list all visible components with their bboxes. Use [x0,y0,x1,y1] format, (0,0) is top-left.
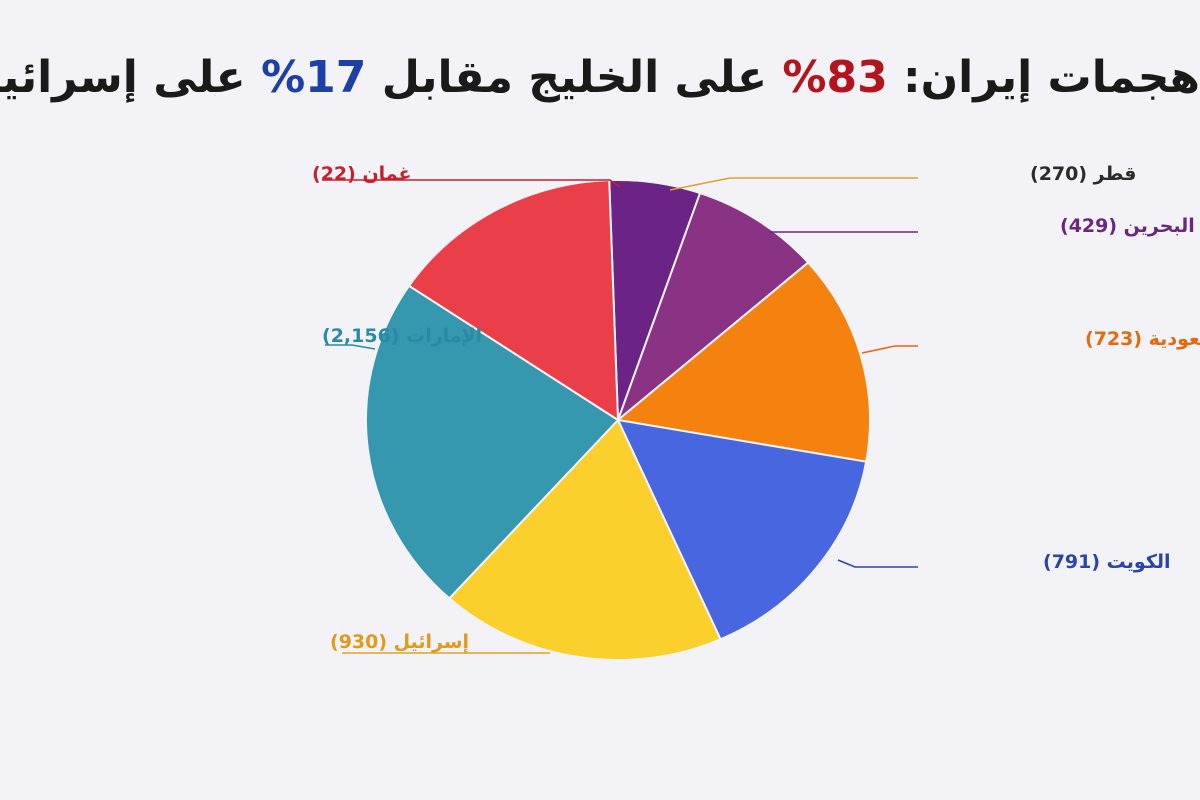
slice-label-2: البحرين (429) [1060,215,1195,237]
leader-line-3 [861,345,918,354]
pie-slice-3 [615,261,871,463]
title-part1: هجمات إيران: [887,52,1200,103]
leader-line-7 [322,179,621,188]
slice-label-5: إسرائيل (930) [330,631,469,653]
slice-label-1: قطر (270) [1030,163,1136,185]
slice-label-4: الكويت (791) [1043,551,1171,573]
pie-slice-5 [447,418,722,661]
leader-line-4 [837,559,918,568]
title-part2: على الخليج مقابل [366,52,783,103]
chart-title: هجمات إيران: 83% على الخليج مقابل 17% عل… [0,52,1200,103]
title-highlight-gulf-percent: 83% [782,52,888,103]
title-part3: على إسرائيل [0,52,246,103]
slice-label-6: الإمارات (2,156) [322,325,482,347]
pie-slice-7 [407,179,620,422]
title-highlight-israel-percent: 17% [261,52,367,103]
pie-slice-2 [615,191,810,424]
pie-slice-6 [365,284,620,600]
leader-line-6 [325,344,376,350]
slice-label-7: غمان (22) [312,163,412,185]
leader-line-1 [669,177,918,191]
slice-label-3: السعودية (723) [1085,328,1200,350]
pie-slice-4 [616,418,868,641]
